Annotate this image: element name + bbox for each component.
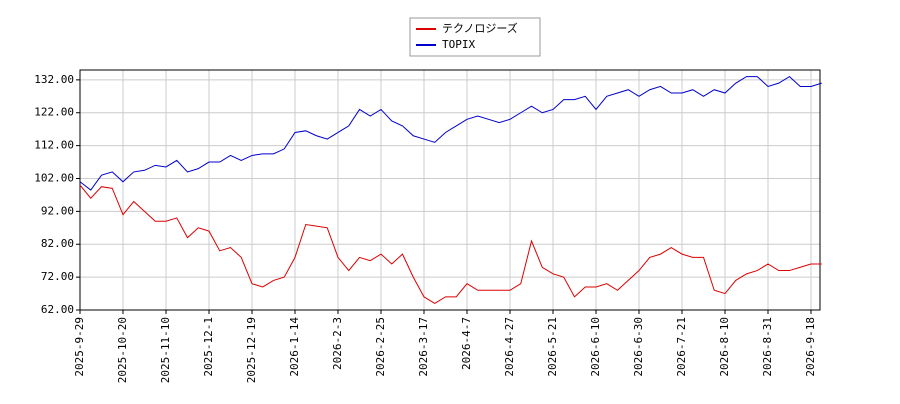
x-tick-label: 2026-2-3 xyxy=(331,317,344,370)
x-tick-label: 2026-5-21 xyxy=(546,317,559,377)
x-tick-label: 2026-9-18 xyxy=(804,317,817,377)
x-tick-label: 2025-11-10 xyxy=(159,317,172,383)
x-tick-label: 2026-3-17 xyxy=(417,317,430,377)
y-tick-label: 102.00 xyxy=(34,171,74,184)
legend-label: TOPIX xyxy=(442,38,475,51)
legend-box xyxy=(409,17,541,57)
x-tick-label: 2026-2-25 xyxy=(374,317,387,377)
x-tick-label: 2026-8-10 xyxy=(718,317,731,377)
y-tick-label: 82.00 xyxy=(41,237,74,250)
x-tick-label: 2026-6-30 xyxy=(632,317,645,377)
y-tick-label: 122.00 xyxy=(34,106,74,119)
x-tick-label: 2025-12-1 xyxy=(202,317,215,377)
x-tick-label: 2026-6-10 xyxy=(589,317,602,377)
x-tick-label: 2025-9-29 xyxy=(73,317,86,377)
plot-frame xyxy=(79,69,821,311)
y-tick-label: 112.00 xyxy=(34,139,74,152)
x-tick-label: 2026-7-21 xyxy=(675,317,688,377)
series-line xyxy=(79,75,822,191)
y-tick-label: 62.00 xyxy=(41,303,74,316)
x-tick-label: 2025-10-20 xyxy=(116,317,129,383)
x-tick-label: 2025-12-19 xyxy=(245,317,258,383)
y-tick-label: 72.00 xyxy=(41,270,74,283)
y-tick-label: 92.00 xyxy=(41,204,74,217)
x-tick-label: 2026-1-14 xyxy=(288,317,301,377)
x-tick-label: 2026-4-27 xyxy=(503,317,516,377)
series-line xyxy=(79,184,822,305)
x-tick-label: 2026-8-31 xyxy=(761,317,774,377)
y-tick-label: 132.00 xyxy=(34,73,74,86)
x-tick-label: 2026-4-7 xyxy=(460,317,473,370)
legend-label: テクノロジーズ xyxy=(442,21,518,35)
